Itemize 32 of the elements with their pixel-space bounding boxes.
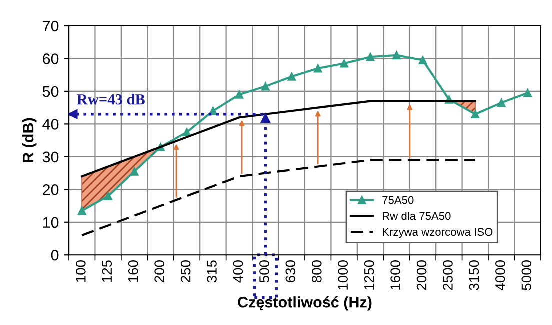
x-tick-label: 1250: [364, 260, 374, 290]
x-tick-label: 4000: [496, 260, 506, 291]
legend-label: Rw dla 75A50: [382, 212, 451, 220]
x-axis-title: Częstotliwość (Hz): [238, 296, 372, 311]
legend-label: 75A50: [382, 196, 414, 204]
y-tick-label: 10: [43, 217, 59, 228]
y-tick-label: 0: [51, 250, 59, 261]
y-tick-label: 60: [43, 54, 59, 64]
y-axis-title: R (dB): [22, 118, 37, 162]
x-tick-label: 5000: [522, 260, 532, 290]
legend-label: Krzywa wzorcowa ISO: [382, 228, 493, 238]
x-tick-label: 100: [76, 260, 86, 282]
x-tick-label: 200: [154, 260, 164, 282]
x-tick-label: 500: [260, 260, 270, 283]
x-tick-label: 250: [180, 260, 191, 282]
x-tick-label: 800: [312, 260, 322, 283]
ref-line-label: Rw=43 dB: [77, 94, 145, 105]
x-tick-label: 400: [233, 260, 244, 283]
x-tick-label: 2000: [416, 260, 427, 290]
x-tick-label: 125: [102, 260, 112, 282]
y-tick-label: 50: [42, 86, 59, 98]
x-tick-label: 1600: [390, 260, 400, 290]
x-tick-label: 2500: [443, 260, 453, 290]
y-tick-label: 40: [42, 119, 59, 130]
y-tick-label: 20: [43, 184, 59, 196]
x-tick-label: 630: [286, 260, 296, 282]
y-tick-label: 30: [42, 152, 59, 163]
x-tick-label: 3150: [469, 260, 480, 290]
x-tick-label: 160: [128, 260, 138, 282]
y-tick-label: 70: [43, 20, 59, 32]
x-tick-label: 1000: [338, 260, 348, 290]
x-tick-label: 315: [207, 260, 217, 283]
